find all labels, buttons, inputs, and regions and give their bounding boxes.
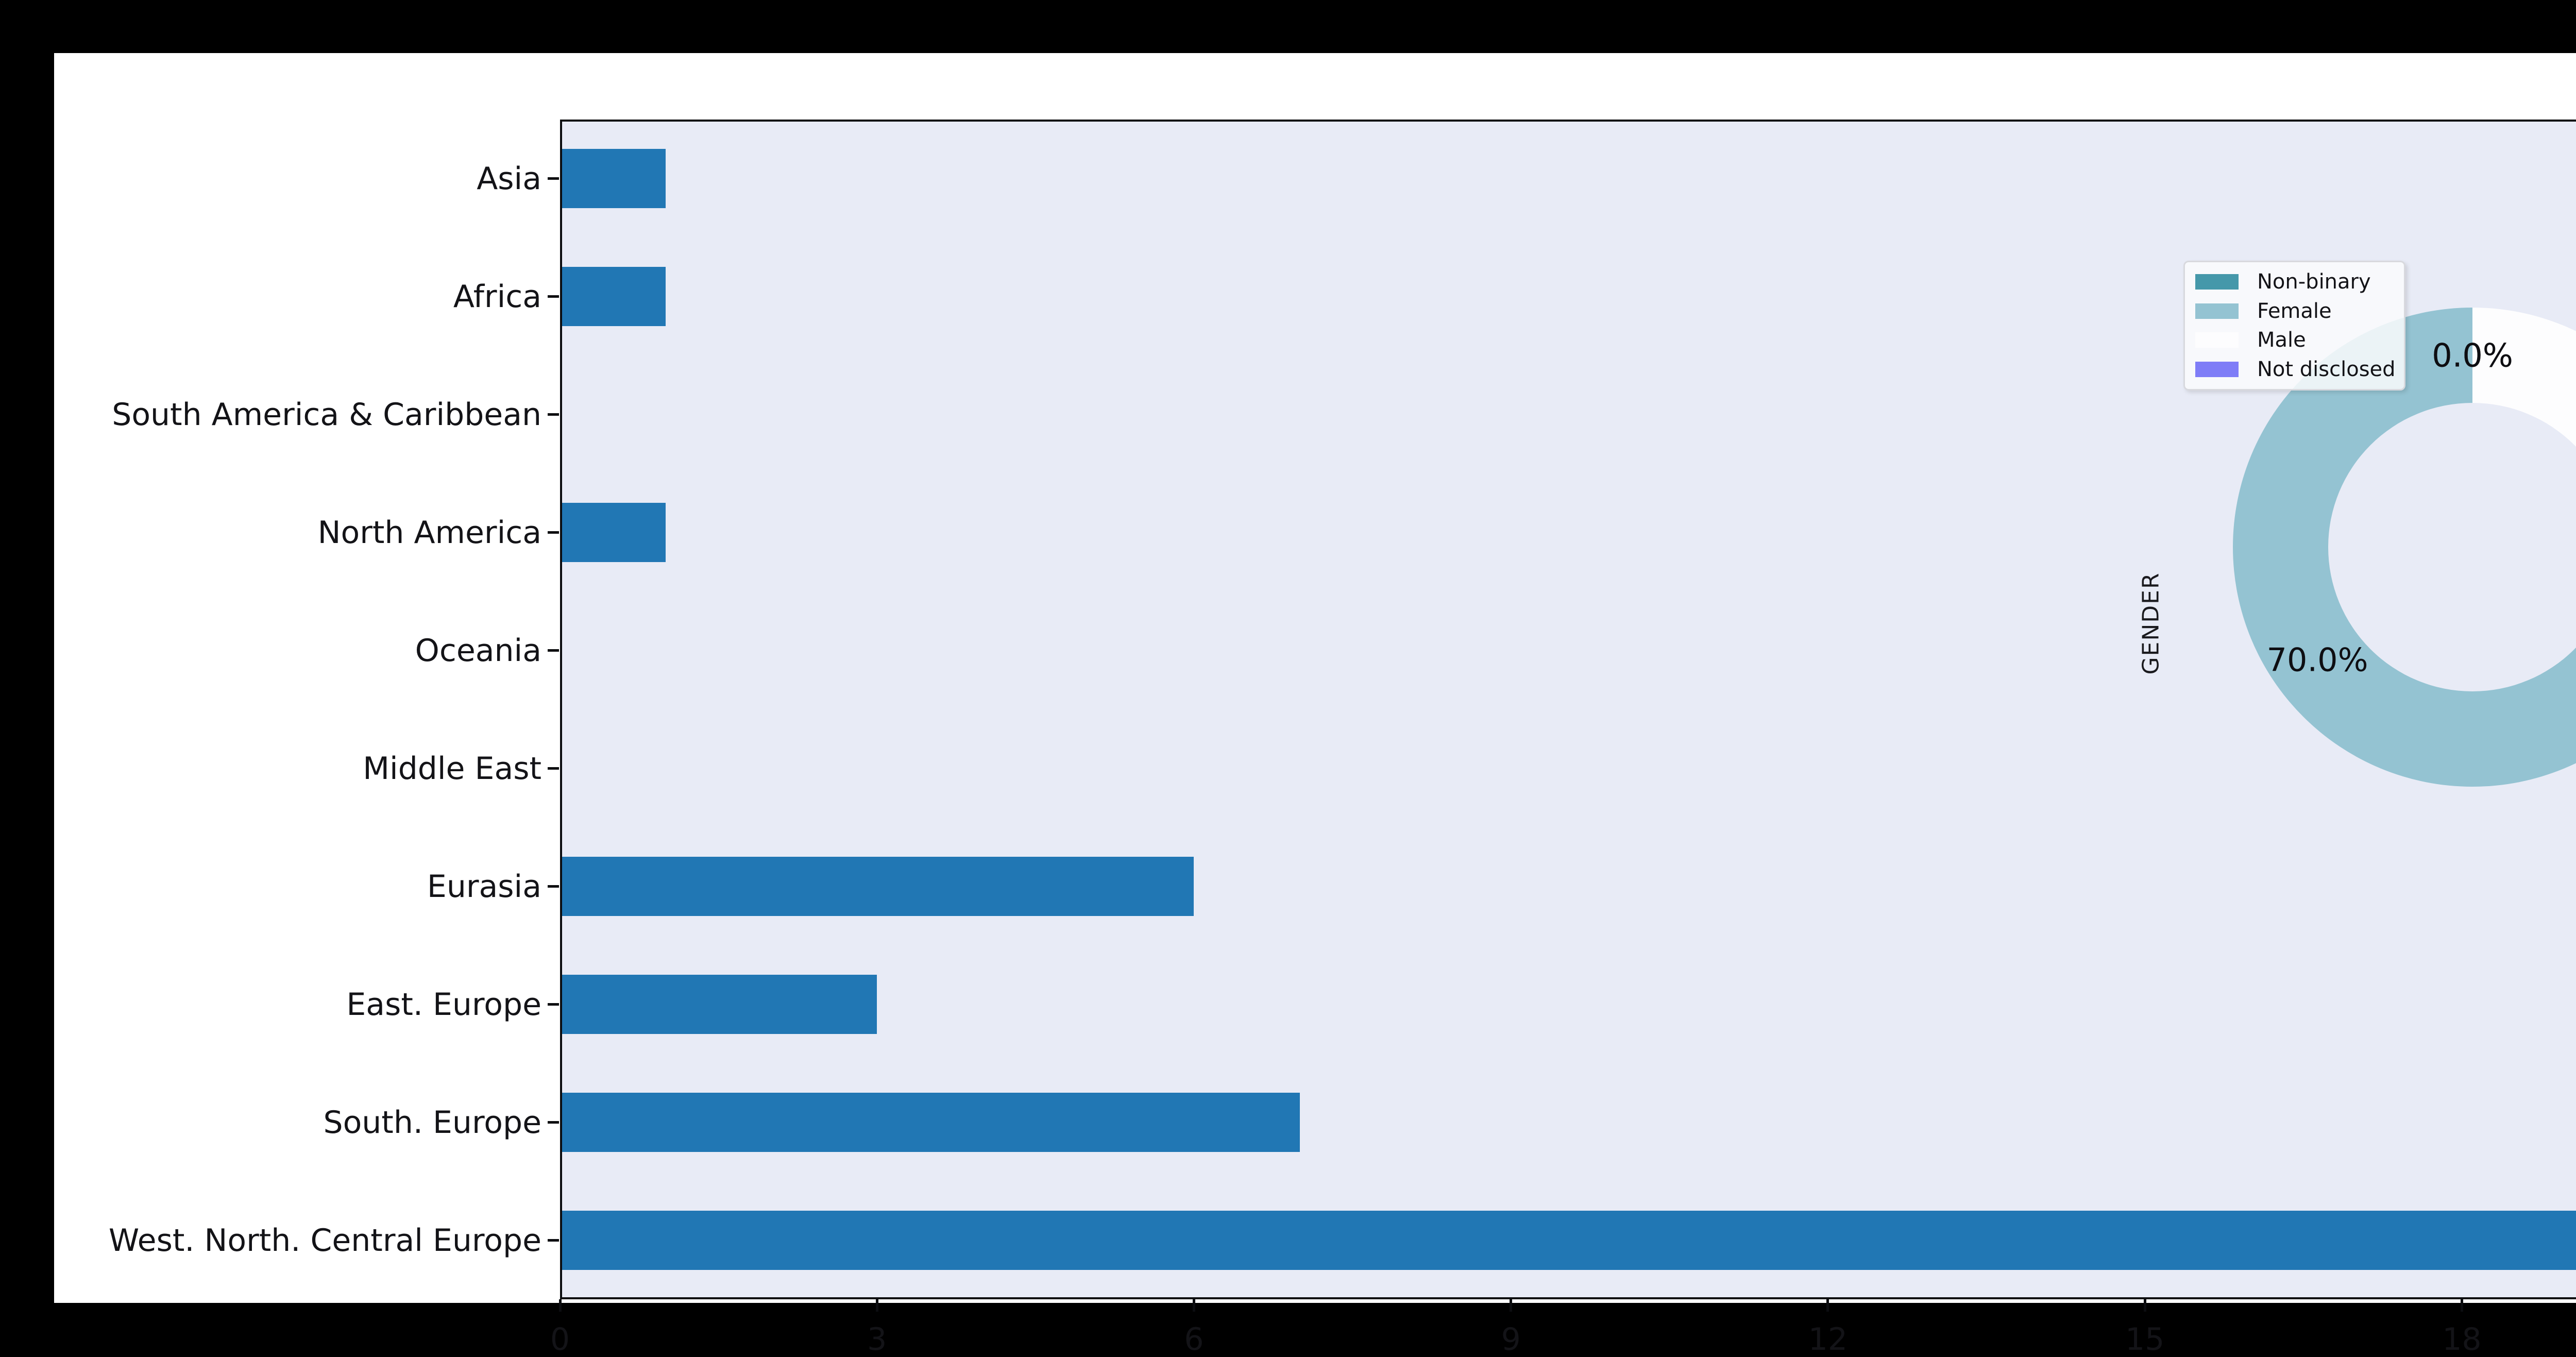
y-label: Eurasia (427, 868, 541, 905)
legend-label: Female (2257, 299, 2332, 323)
y-tick-mark (548, 649, 559, 652)
donut-hole (2328, 403, 2576, 691)
x-tick-label: 3 (867, 1321, 887, 1357)
pct-label-non-binary: 0.0% (2432, 336, 2513, 375)
y-tick-mark (548, 1121, 559, 1124)
x-tick-mark (875, 1299, 878, 1312)
legend-swatch (2195, 332, 2239, 348)
y-tick-mark (548, 767, 559, 770)
x-tick-label: 0 (550, 1321, 570, 1357)
legend-item-male: Male (2195, 328, 2394, 352)
y-label: South. Europe (323, 1104, 541, 1141)
x-tick-mark (1192, 1299, 1195, 1312)
legend-item-non-binary: Non-binary (2195, 270, 2394, 294)
bar-north-america (560, 503, 666, 562)
x-tick-mark (1826, 1299, 1829, 1312)
bar-west-north-central-europe (560, 1211, 2576, 1270)
bar-south-europe (560, 1093, 1300, 1152)
bar-africa (560, 267, 666, 326)
x-tick-label: 6 (1184, 1321, 1204, 1357)
y-label: Asia (477, 160, 541, 197)
bar-east-europe (560, 975, 877, 1034)
y-tick-mark (548, 177, 559, 180)
y-tick-mark (548, 1003, 559, 1006)
x-tick-label: 18 (2442, 1321, 2482, 1357)
pct-label-not-disclosed: 0.0% (2432, 336, 2513, 375)
bar-eurasia (560, 857, 1194, 916)
y-label: East. Europe (346, 986, 541, 1023)
y-label: South America & Caribbean (112, 396, 541, 433)
x-tick-mark (2460, 1299, 2463, 1312)
legend-swatch (2195, 361, 2239, 377)
gender-legend: Non-binary Female Male Not disclosed (2183, 261, 2405, 391)
y-tick-mark (548, 1239, 559, 1242)
legend-swatch (2195, 303, 2239, 319)
y-label: West. North. Central Europe (108, 1222, 541, 1259)
pct-label-female: 70.0% (2266, 641, 2368, 679)
bar-asia (560, 149, 666, 208)
donut-axis-title: GENDER (2138, 572, 2164, 675)
x-tick-label: 9 (1501, 1321, 1521, 1357)
x-tick-mark (1510, 1299, 1513, 1312)
x-tick-mark (558, 1299, 562, 1312)
y-label: Oceania (415, 632, 541, 669)
x-tick-label: 12 (1808, 1321, 1848, 1357)
figure-canvas: Asia Africa South America & Caribbean North… (54, 53, 2576, 1357)
y-tick-mark (548, 295, 559, 298)
x-tick-mark (2143, 1299, 2146, 1312)
y-tick-mark (548, 413, 559, 416)
y-label: Middle East (363, 750, 541, 787)
legend-label: Not disclosed (2257, 357, 2396, 381)
legend-item-female: Female (2195, 299, 2394, 323)
y-label: North America (317, 514, 541, 551)
legend-label: Male (2257, 328, 2306, 352)
y-tick-mark (548, 531, 559, 534)
x-tick-label: 15 (2125, 1321, 2165, 1357)
y-label: Africa (453, 278, 541, 315)
legend-label: Non-binary (2257, 270, 2371, 294)
y-tick-mark (548, 885, 559, 888)
legend-swatch (2195, 274, 2239, 290)
legend-item-not-disclosed: Not disclosed (2195, 357, 2396, 381)
